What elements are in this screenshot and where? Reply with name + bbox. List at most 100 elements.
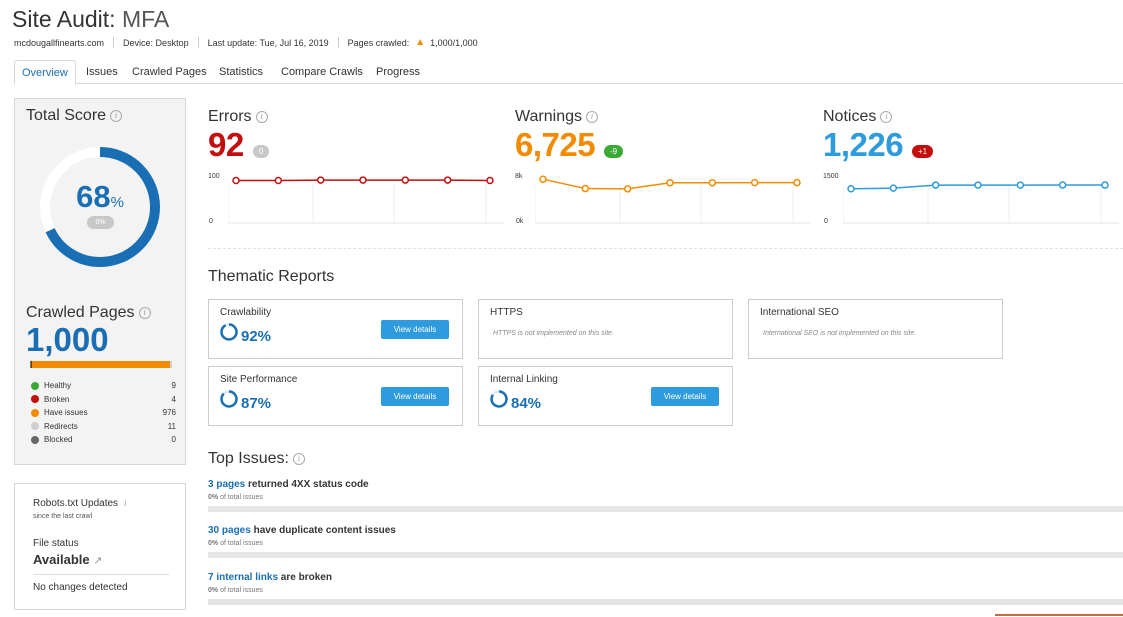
issue-share-pct: 0% xyxy=(208,494,219,501)
divider xyxy=(33,574,169,575)
report-card-internal-linking: Internal Linking 84% View details xyxy=(478,366,733,426)
notices-point[interactable] xyxy=(1016,181,1025,189)
issue-description: have duplicate content issues xyxy=(250,525,396,536)
legend-item[interactable]: Have issues 976 xyxy=(31,408,176,417)
warnings-point[interactable] xyxy=(539,175,547,183)
tab-progress[interactable]: Progress xyxy=(376,66,421,78)
device-text: Device: Desktop xyxy=(123,37,189,48)
info-icon[interactable]: i xyxy=(585,110,598,123)
legend-item[interactable]: Healthy 9 xyxy=(31,381,176,390)
errors-point[interactable] xyxy=(443,176,452,184)
notices-point[interactable] xyxy=(931,181,940,189)
legend-dot xyxy=(31,422,39,430)
tab-issues[interactable]: Issues xyxy=(86,66,118,78)
warnings-heading: Warnings i xyxy=(515,108,598,126)
issue-bar xyxy=(208,552,1123,558)
report-card-https: HTTPS HTTPS is not implemented on this si… xyxy=(478,299,733,359)
info-icon[interactable]: i xyxy=(138,306,151,319)
legend-dot xyxy=(31,435,39,444)
tab-statistics[interactable]: Statistics xyxy=(219,66,264,78)
warnings-point[interactable] xyxy=(666,179,674,187)
score-percent-sign: % xyxy=(110,194,124,211)
top-issues-label: Top Issues: xyxy=(208,450,289,467)
legend-dot xyxy=(31,381,39,390)
report-note: International SEO is not implemented on … xyxy=(763,330,917,337)
notices-point[interactable] xyxy=(974,181,982,189)
pages-bar-segment xyxy=(30,361,32,368)
progress-ring-icon xyxy=(220,390,238,408)
errors-point[interactable] xyxy=(316,176,325,184)
warnings-point[interactable] xyxy=(623,185,632,193)
notices-value[interactable]: 1,226 xyxy=(823,126,904,163)
thematic-heading: Thematic Reports xyxy=(208,268,335,285)
issue-link[interactable]: 3 pages xyxy=(208,479,246,490)
pages-crawled-label: Pages crawled: xyxy=(347,37,410,48)
legend-count: 0 xyxy=(171,435,176,444)
report-name: International SEO xyxy=(760,307,839,318)
tab-compare-crawls[interactable]: Compare Crawls xyxy=(281,66,363,78)
errors-point[interactable] xyxy=(401,176,410,184)
report-percent: 87% xyxy=(241,395,272,412)
errors-point[interactable] xyxy=(274,176,283,185)
info-icon[interactable]: i xyxy=(880,110,893,123)
ring-fill xyxy=(220,390,238,408)
legend-dot xyxy=(31,408,39,417)
errors-point[interactable] xyxy=(232,176,240,185)
issue-bar xyxy=(208,506,1123,512)
legend-count: 9 xyxy=(171,381,176,390)
tab-overview[interactable]: Overview xyxy=(14,60,76,85)
legend-item[interactable]: Redirects 11 xyxy=(31,422,176,431)
page-title: Site Audit: MFA xyxy=(12,6,169,33)
report-name: HTTPS xyxy=(490,307,523,318)
report-card-site-performance: Site Performance 87% View details xyxy=(208,366,463,426)
warnings-point[interactable] xyxy=(708,178,717,187)
view-details-button[interactable]: View details xyxy=(381,320,449,339)
info-icon[interactable]: i xyxy=(110,109,123,122)
progress-ring-icon xyxy=(490,390,508,408)
ring-fill xyxy=(220,323,238,341)
errors-point[interactable] xyxy=(486,176,494,185)
issue-text: 7 internal links are broken xyxy=(208,572,1123,583)
info-icon[interactable]: i xyxy=(292,452,305,465)
divider xyxy=(208,248,1123,249)
last-update-text: Last update: Tue, Jul 16, 2019 xyxy=(207,37,329,48)
external-link-icon[interactable]: ↗ xyxy=(93,555,103,567)
legend-item[interactable]: Blocked 0 xyxy=(31,435,176,444)
notices-point[interactable] xyxy=(889,184,898,192)
warnings-value[interactable]: 6,725 xyxy=(515,126,596,163)
progress-ring-icon xyxy=(220,323,238,341)
legend-count: 976 xyxy=(162,408,176,417)
info-icon[interactable]: i xyxy=(124,498,127,508)
issue-link[interactable]: 7 internal links xyxy=(208,572,279,583)
legend-item[interactable]: Broken 4 xyxy=(31,395,176,404)
errors-value[interactable]: 92 xyxy=(208,126,244,163)
divider xyxy=(337,37,339,48)
domain-text[interactable]: mcdougallfinearts.com xyxy=(14,37,105,48)
report-name: Crawlability xyxy=(220,307,272,318)
notices-point[interactable] xyxy=(847,184,855,193)
issue-bar xyxy=(208,599,1123,605)
legend-count: 4 xyxy=(171,394,176,404)
info-icon[interactable]: i xyxy=(255,110,268,123)
issue-row: 3 pages returned 4XX status code 0% of to… xyxy=(208,479,1123,512)
errors-delta-badge: 0 xyxy=(253,145,270,158)
view-details-button[interactable]: View details xyxy=(381,387,449,406)
warnings-point[interactable] xyxy=(750,178,759,187)
tab-crawled-pages[interactable]: Crawled Pages xyxy=(132,66,207,78)
errors-point[interactable] xyxy=(359,176,367,184)
crawled-pages-value[interactable]: 1,000 xyxy=(26,321,109,358)
axis-max-label: 1500 xyxy=(823,173,839,180)
robots-changes: No changes detected xyxy=(33,582,128,593)
notices-sparkline xyxy=(843,181,1119,224)
notices-point[interactable] xyxy=(1101,181,1109,189)
view-details-button[interactable]: View details xyxy=(651,387,719,406)
legend-label: Broken xyxy=(44,394,70,404)
errors-sparkline xyxy=(228,176,504,224)
issue-link[interactable]: 30 pages xyxy=(208,525,251,536)
crawled-pages-bar xyxy=(30,361,172,368)
notices-point[interactable] xyxy=(1058,181,1067,189)
total-score-heading: Total Score i xyxy=(26,107,123,125)
report-card-crawlability: Crawlability 92% View details xyxy=(208,299,463,359)
warnings-point[interactable] xyxy=(793,178,801,187)
warnings-point[interactable] xyxy=(581,184,590,193)
